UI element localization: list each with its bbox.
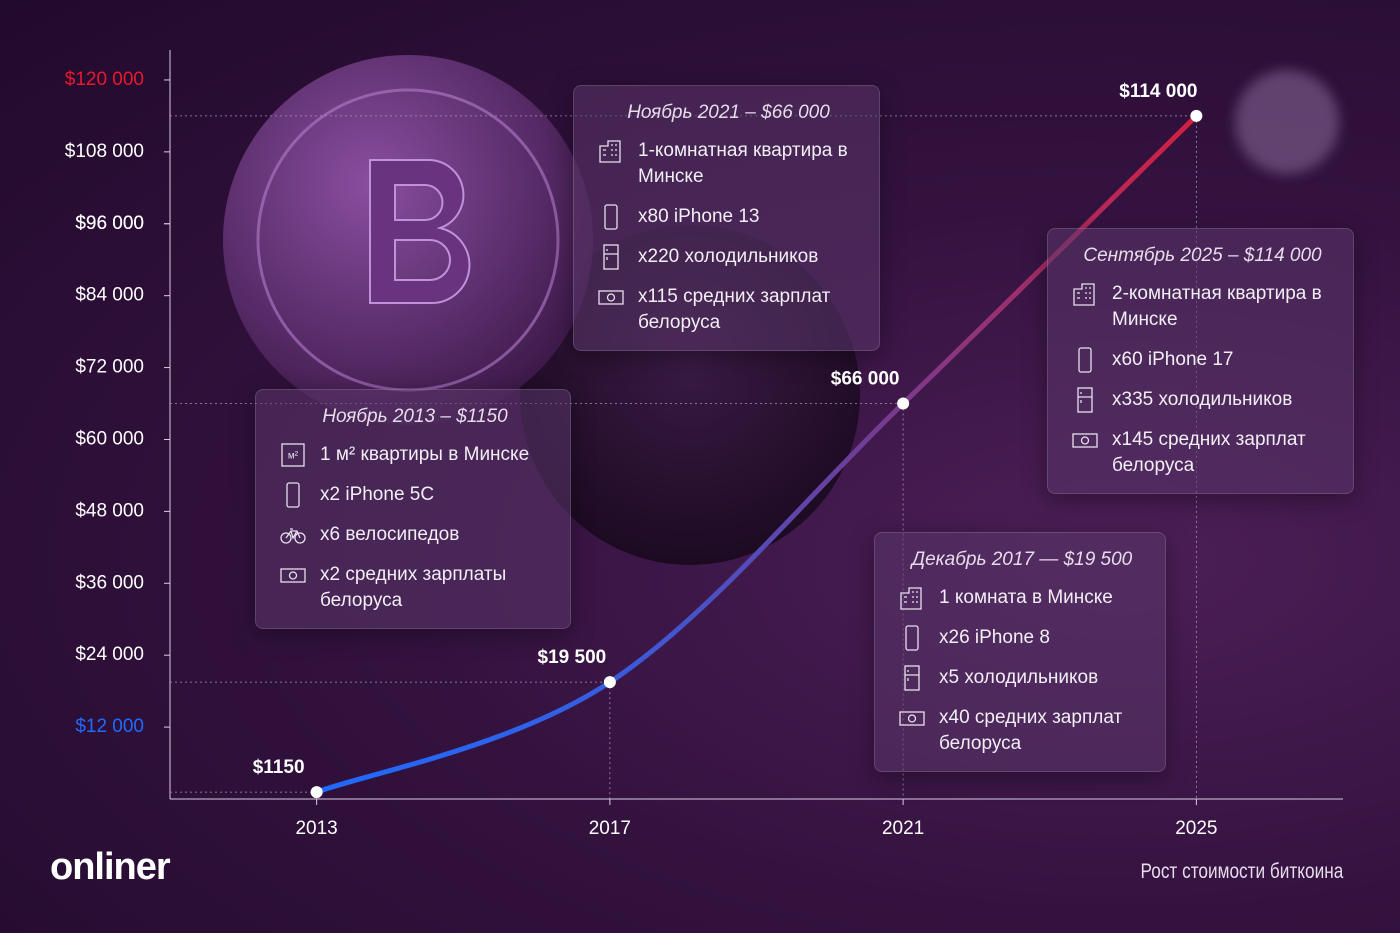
card-item: x220 холодильников — [598, 244, 859, 270]
item-text: x5 холодильников — [939, 667, 1099, 688]
item-text: x2 средних зарплаты белоруса — [320, 564, 507, 611]
card-item: x80 iPhone 13 — [598, 204, 859, 230]
card-item: x60 iPhone 17 — [1072, 347, 1333, 373]
annotation-card: Декабрь 2017 — $19 500 1 комната в Минск… — [874, 532, 1166, 772]
annotation-card: Ноябрь 2021 – $66 000 1-комнатная кварти… — [573, 85, 880, 351]
icon — [904, 665, 920, 691]
card-item: x26 iPhone 8 — [899, 625, 1145, 651]
card-item: 2-комнатная квартира в Минске — [1072, 281, 1333, 333]
item-text: x145 средних зарплат белоруса — [1112, 429, 1306, 476]
icon — [280, 528, 306, 544]
y-tick-label: $96 000 — [75, 213, 144, 234]
data-point — [603, 676, 616, 689]
card-title: Декабрь 2017 — $19 500 — [911, 549, 1133, 570]
icon — [1072, 433, 1098, 448]
item-text: x220 холодильников — [638, 246, 819, 267]
icon — [286, 482, 300, 508]
item-text: x2 iPhone 5C — [320, 484, 435, 505]
data-label: $1150 — [253, 757, 305, 778]
y-tick-label: $120 000 — [65, 69, 144, 90]
icon: м² — [281, 443, 305, 467]
y-tick-label: $12 000 — [75, 716, 144, 737]
item-text: x115 средних зарплат белоруса — [638, 286, 831, 333]
blurred-coin — [1235, 70, 1339, 174]
icon — [280, 568, 306, 583]
x-tick-label: 2025 — [1175, 818, 1217, 839]
data-label: $114 000 — [1119, 81, 1197, 102]
card-item: x5 холодильников — [899, 665, 1145, 691]
item-text: x26 iPhone 8 — [939, 627, 1050, 648]
icon — [1078, 347, 1092, 373]
card-item: x2 iPhone 5C — [280, 482, 550, 508]
x-tick-label: 2017 — [589, 818, 631, 839]
icon — [899, 711, 925, 726]
icon — [599, 140, 621, 163]
item-text: x40 средних зарплат белоруса — [939, 707, 1123, 754]
y-tick-label: $96 000 — [75, 213, 144, 234]
item-text: 2-комнатная квартира в Минске — [1112, 283, 1322, 330]
icon — [604, 204, 618, 230]
x-tick-label: 2021 — [882, 818, 924, 839]
card-title: Сентябрь 2025 – $114 000 — [1083, 245, 1322, 266]
card-item: x145 средних зарплат белоруса — [1072, 427, 1333, 479]
card-item: 1 комната в Минске — [899, 585, 1145, 611]
annotation-card: Ноябрь 2013 – $1150 м² 1 м² квартиры в Ми… — [255, 389, 571, 629]
card-item: м² 1 м² квартиры в Минске — [280, 442, 550, 468]
card-title: Ноябрь 2013 – $1150 — [322, 406, 508, 427]
annotation-card: Сентябрь 2025 – $114 000 2-комнатная ква… — [1047, 228, 1354, 494]
data-point — [897, 397, 910, 410]
y-tick-label: $84 000 — [75, 285, 144, 306]
card-item: 1-комнатная квартира в Минске — [598, 138, 859, 190]
icon — [905, 625, 919, 651]
x-tick-label: 2013 — [295, 818, 337, 839]
data-label: $66 000 — [831, 369, 900, 390]
card-item: x335 холодильников — [1072, 387, 1333, 413]
item-text: x335 холодильников — [1112, 389, 1293, 410]
icon — [1077, 387, 1093, 413]
y-tick-label: $72 000 — [75, 357, 144, 378]
data-point — [310, 786, 323, 799]
card-item: x40 средних зарплат белоруса — [899, 705, 1145, 757]
y-tick-label: $48 000 — [75, 500, 144, 521]
icon — [603, 244, 619, 270]
icon — [1073, 283, 1095, 306]
icon — [900, 587, 922, 610]
y-tick-label: $60 000 — [75, 428, 144, 449]
y-tick-label: $36 000 — [75, 572, 144, 593]
item-text: x6 велосипедов — [320, 524, 460, 545]
card-item: x2 средних зарплаты белоруса — [280, 562, 550, 614]
y-tick-label: $24 000 — [75, 644, 144, 665]
item-text: x80 iPhone 13 — [638, 206, 760, 227]
item-text: x60 iPhone 17 — [1112, 349, 1234, 370]
card-title: Ноябрь 2021 – $66 000 — [627, 102, 830, 123]
icon-label: м² — [288, 451, 299, 462]
item-text: 1 м² квартиры в Минске — [320, 444, 530, 465]
data-label: $19 500 — [538, 647, 607, 668]
card-item: x115 средних зарплат белоруса — [598, 284, 859, 336]
icon — [598, 290, 624, 305]
item-text: 1 комната в Минске — [939, 587, 1113, 608]
y-tick-label: $108 000 — [65, 141, 144, 162]
data-point — [1190, 109, 1203, 122]
logo: onliner — [50, 846, 171, 888]
card-item: x6 велосипедов — [280, 522, 550, 548]
coin-symbol — [369, 159, 471, 305]
item-text: 1-комнатная квартира в Минске — [638, 140, 848, 187]
chart-title: Рост стоимости биткоина — [1140, 860, 1343, 883]
